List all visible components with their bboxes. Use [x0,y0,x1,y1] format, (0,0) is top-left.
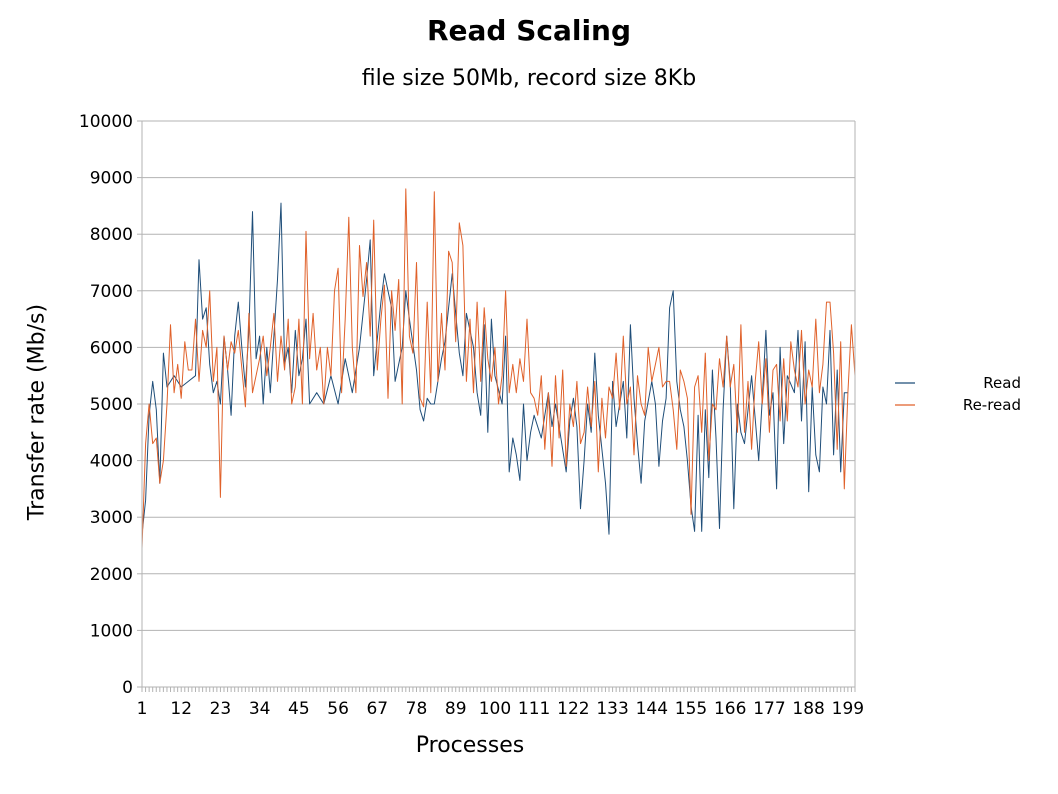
chart-title: Read Scaling [426,14,632,47]
y-tick-label: 10000 [79,112,133,132]
x-tick-label: 144 [636,699,668,719]
x-tick-label: 100 [479,699,511,719]
y-tick-label: 3000 [90,508,133,528]
x-tick-label: 12 [170,699,192,719]
x-tick-label: 155 [675,699,707,719]
x-tick-label: 78 [406,699,428,719]
x-tick-label: 56 [327,699,349,719]
x-tick-label: 122 [557,699,589,719]
y-tick-label: 7000 [90,282,133,302]
y-tick-label: 1000 [90,621,133,641]
x-tick-label: 188 [792,699,824,719]
x-tick-label: 111 [518,699,550,719]
y-tick-label: 8000 [90,225,133,245]
x-tick-label: 199 [832,699,864,719]
chart-subtitle: file size 50Mb, record size 8Kb [361,66,697,91]
x-tick-label: 67 [366,699,388,719]
legend: Read Re-read [895,374,1021,414]
legend-label: Re-read [963,396,1021,414]
legend-label: Read [983,374,1021,392]
y-tick-label: 6000 [90,338,133,358]
x-tick-label: 1 [137,699,148,719]
x-tick-label: 34 [249,699,271,719]
y-tick-label: 0 [122,678,133,698]
series-line-re-read [141,188,856,549]
y-tick-label: 5000 [90,395,133,415]
x-tick-label: 177 [753,699,785,719]
x-tick-label: 166 [714,699,746,719]
x-tick-label: 23 [210,699,232,719]
x-tick-label: 45 [288,699,310,719]
y-tick-label: 4000 [90,452,133,472]
plot-series [141,188,856,549]
x-tick-label: 133 [596,699,628,719]
axes: 0 1000 2000 3000 4000 5000 6000 7000 8000 9000 100… [79,112,864,719]
y-tick-label: 2000 [90,565,133,585]
x-tick-label: 89 [445,699,467,719]
x-axis-label: Processes [415,733,525,758]
y-tick-label: 9000 [90,169,133,189]
grid-lines [142,120,855,688]
